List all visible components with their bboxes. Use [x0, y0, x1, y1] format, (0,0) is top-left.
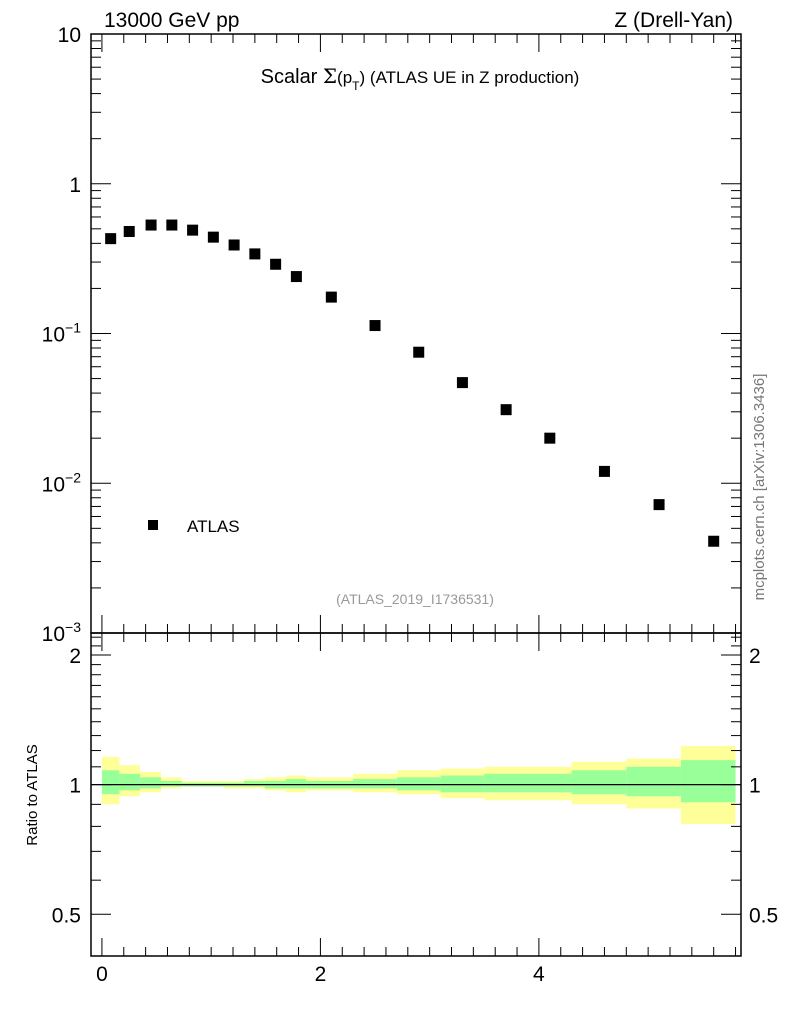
data-point-7: [249, 248, 261, 260]
axis-ticks: [91, 33, 741, 956]
ratio-band-inner-14: [484, 773, 528, 793]
main-y-tick-label-base: 10: [42, 623, 65, 646]
plot-title: Scalar Σ(pT) (ATLAS UE in Z production): [261, 64, 580, 93]
main-y-tick-label-base: 10: [42, 324, 65, 347]
ratio-y-tick-label-left: 1: [69, 775, 81, 798]
legend-label: ATLAS: [187, 517, 240, 536]
data-point-0: [105, 233, 117, 245]
ratio-band-inner-1: [119, 773, 141, 791]
data-point-6: [228, 239, 240, 251]
main-y-tick-label-base: 1: [69, 174, 81, 197]
ratio-band-inner-11: [353, 779, 397, 789]
main-y-tick-label: 1: [69, 174, 81, 197]
ratio-band-inner-3: [160, 780, 182, 787]
main-y-tick-label: 10−1: [42, 320, 82, 347]
data-point-13: [456, 377, 468, 389]
main-y-tick-label-exponent: −1: [65, 320, 81, 336]
data-point-4: [187, 224, 199, 236]
main-y-tick-label-base: 10: [42, 473, 65, 496]
data-point-16: [598, 465, 610, 477]
ratio-band-inner-13: [440, 775, 485, 793]
main-y-tick-label-base: 10: [58, 24, 81, 47]
ratio-band-inner-7: [243, 780, 265, 787]
side-credit: mcplots.cern.ch [arXiv:1306.3436]: [751, 374, 768, 601]
data-point-8: [270, 258, 282, 270]
ratio-y-axis-label: Ratio to ATLAS: [24, 744, 41, 845]
ratio-plot-frame: [90, 632, 742, 957]
data-point-17: [653, 499, 665, 511]
ratio-y-tick-label-right: 2: [749, 645, 761, 668]
plot-title-close: ): [360, 68, 366, 87]
x-tick-label: 0: [96, 963, 108, 986]
plot-title-open: (p: [337, 68, 352, 87]
plot-frames: [90, 33, 742, 957]
legend-marker: [148, 520, 158, 530]
plot-title-prefix: Scalar: [261, 66, 323, 88]
data-markers: [105, 219, 720, 547]
main-y-tick-label: 10−3: [42, 619, 82, 646]
data-point-11: [369, 320, 381, 332]
ratio-band-inner-12: [396, 777, 441, 791]
main-y-tick-label-exponent: −3: [65, 619, 81, 635]
plot-title-sigma: Σ: [323, 64, 337, 88]
header-left: 13000 GeV pp: [104, 9, 239, 32]
data-point-5: [207, 231, 219, 243]
data-point-2: [145, 219, 157, 231]
main-y-tick-label: 10: [58, 24, 81, 47]
ratio-band-inner-9: [285, 779, 307, 789]
plot-title-sub: T: [352, 79, 360, 93]
data-point-12: [413, 346, 425, 358]
ratio-y-tick-label-right: 1: [749, 775, 761, 798]
data-point-18: [708, 535, 720, 547]
ratio-y-tick-label-left: 2: [69, 645, 81, 668]
ratio-band-inner-16: [571, 770, 627, 795]
data-point-9: [290, 271, 302, 283]
plot-title-suffix: (ATLAS UE in Z production): [365, 68, 579, 87]
data-point-15: [544, 432, 556, 444]
main-plot-frame: [90, 33, 742, 634]
ratio-y-tick-label-left: 0.5: [52, 904, 81, 927]
data-point-10: [325, 291, 337, 303]
main-y-tick-label-exponent: −2: [65, 469, 81, 485]
header-right: Z (Drell-Yan): [614, 9, 733, 32]
ratio-band-inner-15: [527, 773, 572, 793]
ratio-band-inner-0: [101, 770, 120, 795]
data-point-1: [123, 225, 135, 237]
analysis-tag: (ATLAS_2019_I1736531): [336, 591, 494, 607]
data-point-14: [500, 404, 512, 416]
ratio-band-inner-2: [140, 777, 161, 789]
x-tick-label: 4: [533, 963, 545, 986]
data-point-3: [166, 219, 178, 231]
ratio-y-tick-label-right: 0.5: [749, 904, 778, 927]
main-y-tick-label: 10−2: [42, 469, 82, 496]
ratio-band-inner-18: [680, 760, 736, 803]
ratio-band-inner-17: [626, 766, 681, 797]
x-tick-label: 2: [315, 963, 327, 986]
